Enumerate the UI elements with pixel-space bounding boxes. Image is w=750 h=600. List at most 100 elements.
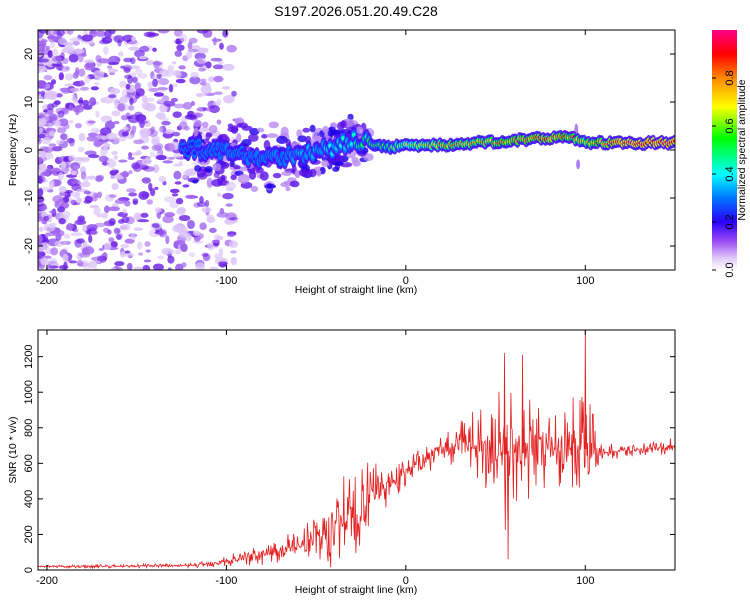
colorbar-ticks: 0.0 0.2 0.4 0.6 0.8 xyxy=(712,70,736,278)
snr-y-ticks: 0 200 400 600 800 1000 1200 xyxy=(23,344,675,573)
speckle-blob xyxy=(180,243,188,253)
speckle-blob xyxy=(175,249,182,255)
speckle-blob xyxy=(266,133,279,138)
speckle-blob xyxy=(38,195,45,203)
speckle-blob xyxy=(69,37,81,42)
speckle-blob xyxy=(108,218,116,226)
speckle-blob xyxy=(183,101,193,110)
speckle-blob xyxy=(68,105,74,112)
speckle-blob xyxy=(47,90,58,98)
speckle-blob xyxy=(167,156,176,160)
speckle-blob xyxy=(120,114,129,121)
speckle-blob xyxy=(209,227,217,233)
speckle-blob xyxy=(152,263,165,270)
speckle-blob xyxy=(40,117,47,126)
speckle-blob xyxy=(206,177,213,188)
colorbar-gradient xyxy=(712,30,737,270)
speckle-blob xyxy=(117,136,127,142)
speckle-blob xyxy=(48,113,58,122)
speckle-blob xyxy=(172,83,178,88)
speckle-blob xyxy=(51,102,59,108)
speckle-blob xyxy=(119,95,129,104)
speckle-blob xyxy=(146,199,154,205)
speckle-blob xyxy=(51,55,62,63)
speckle-blob xyxy=(182,184,190,188)
snr-series-line xyxy=(38,330,675,570)
speckle-blob xyxy=(131,125,137,134)
speckle-blob xyxy=(38,41,47,48)
speckle-blob xyxy=(247,133,259,142)
speckle-blob xyxy=(87,260,98,269)
speckle-blob xyxy=(206,214,215,223)
speckle-blob xyxy=(156,73,162,79)
speckle-blob xyxy=(125,83,131,90)
speckle-blob xyxy=(322,125,330,134)
speckle-blob xyxy=(121,131,129,137)
speckle-blob xyxy=(38,65,47,73)
speckle-blob xyxy=(71,170,77,176)
speckle-blob xyxy=(197,48,209,54)
speckle-blob xyxy=(173,103,186,109)
speckle-blob xyxy=(175,70,182,79)
speckle-blob xyxy=(47,50,54,58)
speckle-blob xyxy=(59,210,71,219)
speckle-blob xyxy=(222,63,235,71)
speckle-blob xyxy=(49,41,55,49)
speckle-blob xyxy=(62,253,69,262)
speckle-blob xyxy=(145,59,154,66)
speckle-blob xyxy=(73,105,79,113)
speckle-blob xyxy=(70,232,83,236)
speckle-blob xyxy=(205,132,213,138)
speckle-blob xyxy=(89,97,97,107)
speckle-blob xyxy=(211,239,221,244)
speckle-blob xyxy=(87,154,100,159)
speckle-blob xyxy=(171,61,177,65)
speckle-blob xyxy=(208,124,218,134)
speckle-blob xyxy=(51,146,63,152)
speckle-blob xyxy=(199,127,210,132)
speckle-blob xyxy=(128,170,133,174)
speckle-blob xyxy=(41,220,47,225)
speckle-blob xyxy=(131,162,141,170)
speckle-blob xyxy=(142,264,151,270)
speckle-blob xyxy=(121,170,129,178)
speckle-blob xyxy=(218,248,224,258)
speckle-blob xyxy=(60,133,68,141)
speckle-blob xyxy=(130,152,141,156)
speckle-blob xyxy=(241,125,253,131)
speckle-blob xyxy=(48,183,55,190)
speckle-blob xyxy=(143,259,152,263)
speckle-blob xyxy=(63,123,70,130)
speckle-blob xyxy=(96,191,103,199)
speckle-blob xyxy=(102,96,115,104)
speckle-blob xyxy=(201,121,209,129)
speckle-blob xyxy=(103,242,112,251)
speckle-blob xyxy=(62,57,69,65)
speckle-blob xyxy=(44,255,52,260)
speckle-blob xyxy=(198,67,206,72)
x-tick-label: 100 xyxy=(576,275,594,287)
speckle-blob xyxy=(53,179,62,187)
speckle-blob xyxy=(205,82,211,89)
speckle-blob xyxy=(196,30,209,34)
speckle-blob xyxy=(213,234,220,240)
speckle-blob xyxy=(153,92,165,97)
speckle-blob xyxy=(63,233,71,239)
speckle-blob xyxy=(152,47,157,52)
speckle-blob xyxy=(178,215,191,222)
speckle-blob xyxy=(127,156,135,160)
speckle-blob xyxy=(38,206,48,211)
speckle-blob xyxy=(158,175,167,183)
speckle-blob xyxy=(204,165,213,173)
speckle-blob xyxy=(200,78,207,82)
speckle-blob xyxy=(174,181,182,185)
speckle-blob xyxy=(64,190,73,194)
speckle-blob xyxy=(230,250,237,254)
speckle-blob xyxy=(38,226,44,233)
speckle-blob xyxy=(38,133,46,139)
speckle-blob xyxy=(123,66,131,74)
speckle-blob xyxy=(193,127,199,137)
speckle-blob xyxy=(128,46,140,51)
speckle-blob xyxy=(121,89,128,97)
